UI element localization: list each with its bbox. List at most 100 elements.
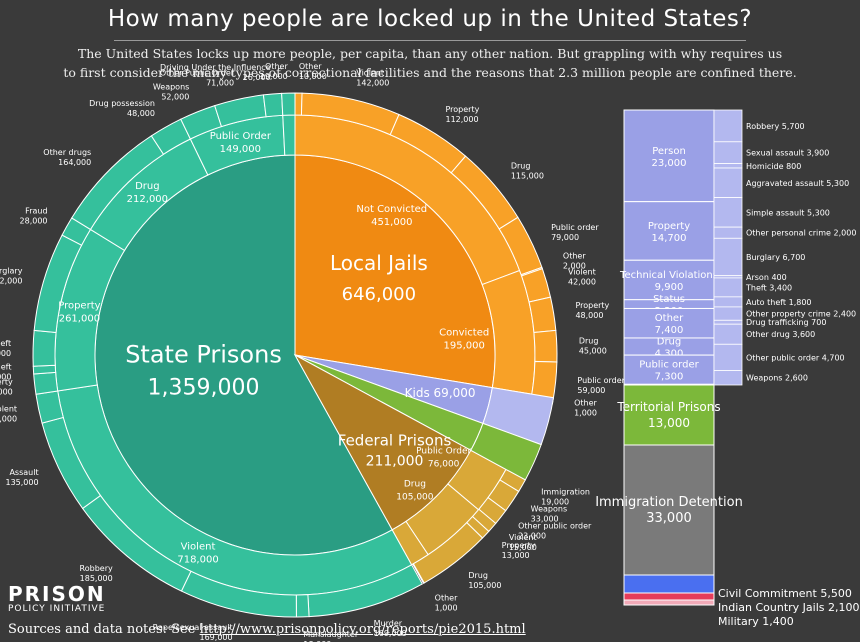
subtitle-line-2: to first consider the many types of corr… xyxy=(63,65,797,80)
federal-prisons-label: Federal Prisons xyxy=(338,431,452,449)
panel-military-label: Military 1,400 xyxy=(718,615,794,628)
kids-outer-12-label: Other drug 3,600 xyxy=(746,330,815,339)
state-public-order-value: 149,000 xyxy=(220,144,261,155)
state-prisons-label: State Prisons xyxy=(125,341,282,369)
state-outer-other-violent-value: 42,000 xyxy=(0,414,17,423)
kids-outer-drug-trafficking xyxy=(713,319,743,325)
jail-outer-2-label: Property xyxy=(445,105,479,114)
state-outer-assault-value: 135,000 xyxy=(5,478,38,487)
federal-outer-immigration-value: 19,000 xyxy=(541,498,569,507)
state-property-value: 261,000 xyxy=(59,313,100,324)
logo-name: PRISON xyxy=(8,582,106,606)
state-outer-other-property-label: Other property xyxy=(0,378,13,387)
kids-outer-weapons xyxy=(713,370,743,386)
federal-outer-other xyxy=(412,563,425,584)
state-outer-fraud-label: Fraud xyxy=(25,207,47,216)
jail-outer-9-label: Public order xyxy=(577,376,625,385)
kids-outer-simple-assault xyxy=(713,197,743,228)
state-outer-manslaughter xyxy=(295,594,310,618)
state-outer-manslaughter-label: Manslaughter xyxy=(303,630,358,639)
kids-outer-sexual-assault xyxy=(713,141,743,164)
kids-panel-other-value: 7,400 xyxy=(655,325,684,336)
local-jails-value: 646,000 xyxy=(342,284,416,305)
kids-outer-other-personal-crime xyxy=(713,226,743,239)
kids-outer-other-drug xyxy=(713,323,743,345)
state-outer-theft-label: Theft xyxy=(0,339,11,348)
state-outer-burglary-label: Burglary xyxy=(0,266,23,275)
kids-panel-other-label: Other xyxy=(655,313,684,324)
state-outer-assault-label: Assault xyxy=(9,468,38,477)
kids-panel-status-label: Status xyxy=(653,294,685,305)
kids-outer-14-label: Weapons 2,600 xyxy=(746,374,808,383)
federal-outer-property-value: 13,000 xyxy=(502,551,530,560)
kids-panel-drug-value: 4,300 xyxy=(655,349,684,360)
jail-outer-8-value: 45,000 xyxy=(579,346,607,355)
state-outer-drug-possession-value: 48,000 xyxy=(127,109,155,118)
jail-convicted-value: 195,000 xyxy=(444,340,485,351)
jail-outer-10-label: Other xyxy=(574,399,597,408)
federal-outer-weapons-value: 33,000 xyxy=(531,514,559,523)
kids-panel-property-label: Property xyxy=(648,221,690,232)
state-outer-weapons-value: 52,000 xyxy=(161,92,189,101)
jail-outer-7-value: 48,000 xyxy=(575,311,603,320)
federal-public-order-label: Public Order xyxy=(416,446,471,456)
kids-outer-10-label: Other property crime 2,400 xyxy=(746,310,856,319)
kids-panel-public-order-label: Public order xyxy=(639,360,699,371)
state-violent-value: 718,000 xyxy=(177,554,218,565)
federal-outer-weapons-label: Weapons xyxy=(531,504,567,513)
kids-outer-2-label: Homicide 800 xyxy=(746,162,801,171)
state-outer-burglary-value: 142,000 xyxy=(0,276,22,285)
title-divider xyxy=(114,40,746,41)
state-outer-driving-under-the-influence-label: Driving Under the Influence xyxy=(160,63,271,72)
kids-panel-public-order-value: 7,300 xyxy=(655,372,684,383)
federal-outer-immigration-label: Immigration xyxy=(541,488,590,497)
kids-outer-theft xyxy=(713,277,743,298)
local-jails-label: Local Jails xyxy=(330,251,428,275)
kids-panel-person xyxy=(623,109,715,203)
kids-outer-9-label: Auto theft 1,800 xyxy=(746,298,812,307)
state-outer-other-property xyxy=(33,371,59,395)
state-outer-other-public-order-label: Other Public Order xyxy=(160,69,235,78)
state-outer-car-theft-value: 11,000 xyxy=(0,372,11,381)
panel-immigration-detention-label: Immigration Detention xyxy=(595,495,743,510)
state-outer-murder-label: Murder xyxy=(374,619,403,628)
source-link[interactable]: http://www.prisonpolicy.org/reports/pie2… xyxy=(199,622,526,637)
kids-panel-technical-violations-value: 9,900 xyxy=(655,282,684,293)
kids-outer-13-label: Other public order 4,700 xyxy=(746,353,845,362)
state-outer-robbery-label: Robbery xyxy=(80,564,113,573)
jail-convicted-label: Convicted xyxy=(439,327,489,338)
jail-not-convicted-label: Not Convicted xyxy=(356,204,427,215)
jail-outer-drug xyxy=(533,329,558,363)
other-facilities-ring xyxy=(470,422,542,481)
state-outer-theft xyxy=(32,329,57,367)
kids-outer-other-public-order xyxy=(713,343,743,371)
subtitle-line-1: The United States locks up more people, … xyxy=(77,46,783,61)
panel-territorial-prisons-value: 13,000 xyxy=(648,416,690,430)
kids-panel-person-value: 23,000 xyxy=(652,158,687,169)
state-outer-rape-sexual-assault-label: Rape/sexual assault xyxy=(153,623,233,632)
state-outer-driving-under-the-influence xyxy=(262,92,284,118)
federal-outer-violent-label: Violent xyxy=(509,533,537,542)
kids-outer-1-label: Sexual assault 3,900 xyxy=(746,149,829,158)
jail-not-convicted-value: 451,000 xyxy=(371,217,412,228)
jail-outer-4-value: 79,000 xyxy=(551,233,579,242)
jail-outer-6-value: 42,000 xyxy=(568,278,596,287)
federal-outer-other-label: Other xyxy=(435,593,458,602)
federal-public-order-value: 76,000 xyxy=(428,459,460,469)
kids-outer-4-label: Simple assault 5,300 xyxy=(746,208,830,217)
state-outer-fraud-value: 28,000 xyxy=(20,217,48,226)
jail-outer-0-label: Other xyxy=(299,62,322,71)
state-middle-other xyxy=(282,114,296,156)
jail-outer-5-label: Other xyxy=(563,252,586,261)
jail-outer-2-value: 112,000 xyxy=(445,115,478,124)
jail-outer-7-label: Property xyxy=(575,301,609,310)
jail-outer-1-label: Violent xyxy=(356,69,384,78)
state-outer-robbery-value: 185,000 xyxy=(80,574,113,583)
kids-label: Kids 69,000 xyxy=(405,386,476,400)
jail-outer-1-value: 142,000 xyxy=(356,79,389,88)
kids-outer-auto-theft xyxy=(713,296,743,308)
jail-outer-4-label: Public order xyxy=(551,223,599,232)
state-outer-other-property-value: 29,000 xyxy=(0,388,13,397)
jail-outer-6-label: Violent xyxy=(568,268,596,277)
kids-outer-robbery xyxy=(713,109,743,143)
